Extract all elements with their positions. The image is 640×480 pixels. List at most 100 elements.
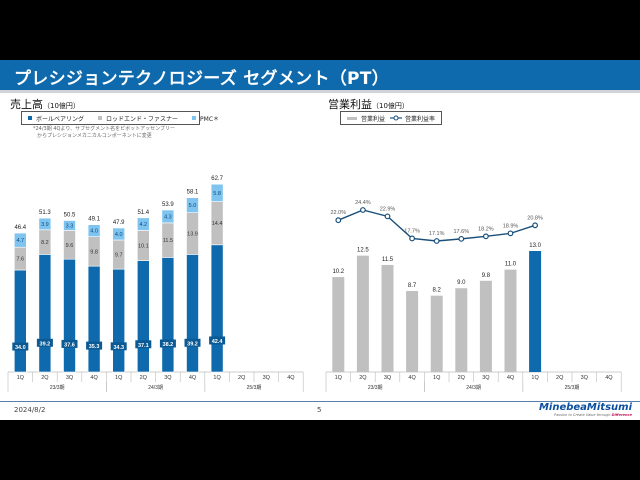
bar-segment xyxy=(38,254,52,373)
total-label: 51.3 xyxy=(39,210,51,216)
x-tick-label: 1Q xyxy=(213,375,221,381)
data-label: 39.2 xyxy=(40,341,51,347)
line-data-label: 17.1% xyxy=(429,231,445,237)
data-label-box xyxy=(36,338,53,347)
data-label: 3.3 xyxy=(66,223,74,229)
data-label: 14.4 xyxy=(212,221,223,227)
x-tick-label: 1Q xyxy=(433,375,441,381)
bar-segment xyxy=(112,268,125,373)
page-title: プレシジョンテクノロジーズ セグメント（PT） xyxy=(14,69,390,89)
data-label-box xyxy=(135,340,152,349)
bar xyxy=(479,280,492,372)
line-point xyxy=(409,235,415,242)
line-data-label: 20.8% xyxy=(527,215,543,221)
total-label: 50.5 xyxy=(64,213,76,219)
line-data-label: 18.2% xyxy=(478,226,494,232)
data-label: 4.0 xyxy=(115,232,123,238)
data-label: 7.6 xyxy=(16,257,24,263)
data-label: 13.9 xyxy=(187,232,198,238)
data-label: 3.9 xyxy=(41,222,49,228)
op-income-legend: 営業利益 営業利益率 xyxy=(340,111,442,125)
x-tick-label: 1Q xyxy=(531,375,539,381)
op-income-unit: （10億円） xyxy=(372,102,409,110)
bar xyxy=(356,255,369,372)
data-label: 9.0 xyxy=(457,280,466,286)
total-label: 46.4 xyxy=(14,225,26,231)
op-income-section-title: 営業利益（10億円） xyxy=(328,96,409,112)
x-tick-label: 2Q xyxy=(140,375,148,381)
data-label: 9.6 xyxy=(66,243,74,249)
bar xyxy=(504,269,517,372)
line-data-label: 22.9% xyxy=(380,206,396,212)
legend-label: ロッドエンド・ファスナー xyxy=(106,115,179,123)
bar-segment xyxy=(186,254,199,373)
sales-legend: ボールベアリング ロッドエンド・ファスナー PMC＊ xyxy=(21,111,219,125)
x-tick-label: 2Q xyxy=(238,375,246,381)
x-tick-label: 1Q xyxy=(335,375,343,381)
line-data-label: 24.4% xyxy=(355,200,371,206)
x-tick-label: 3Q xyxy=(581,375,589,381)
data-label: 35.3 xyxy=(89,344,100,350)
sales-note: *24/3期 4Qより、サブセグメント名をピボットアッセンブリー からプレシジョ… xyxy=(33,126,175,140)
total-label: 62.7 xyxy=(211,176,223,182)
x-tick-label: 3Q xyxy=(384,375,392,381)
total-label: 49.1 xyxy=(88,217,100,223)
line-point xyxy=(433,238,440,244)
x-tick-label: 2Q xyxy=(41,375,49,381)
data-label: 4.0 xyxy=(90,229,98,235)
data-label: 10.2 xyxy=(332,269,344,275)
group-label: 24/3期 xyxy=(466,385,481,391)
tagline-emphasis: Difference xyxy=(611,413,632,417)
note-line: からプレシジョンメカニカルコンポーネントに変更 xyxy=(37,133,152,139)
x-tick-label: 1Q xyxy=(17,375,25,381)
slide: プレシジョンテクノロジーズ セグメント（PT） 売上高（10億円） ボールベアリ… xyxy=(0,60,640,420)
bar xyxy=(430,295,443,372)
group-label: 25/3期 xyxy=(247,385,262,391)
note-line: *24/3期 4Qより、サブセグメント名をピボットアッセンブリー xyxy=(33,126,175,132)
data-label: 13.0 xyxy=(529,243,541,249)
bar xyxy=(406,291,419,372)
total-label: 58.1 xyxy=(187,190,199,196)
data-label: 34.0 xyxy=(15,345,26,351)
bar xyxy=(455,288,468,372)
legend-swatch xyxy=(98,116,103,120)
legend-item-op-income: 営業利益 xyxy=(347,114,385,123)
x-tick-label: 4Q xyxy=(287,375,295,381)
line-point xyxy=(507,230,514,237)
bar xyxy=(332,277,345,372)
op-income-title: 営業利益 xyxy=(328,98,372,111)
group-label: 23/3期 xyxy=(368,385,383,391)
x-tick-label: 2Q xyxy=(458,375,466,381)
legend-label: 営業利益 xyxy=(361,115,386,123)
data-label: 5.8 xyxy=(213,191,221,197)
footer-divider xyxy=(0,401,640,402)
x-tick-label: 4Q xyxy=(408,375,416,381)
x-tick-label: 3Q xyxy=(164,375,172,381)
logo-tagline: Passion to Create Value through Differen… xyxy=(539,413,632,417)
data-label: 38.2 xyxy=(163,342,174,348)
data-label: 5.0 xyxy=(189,203,197,209)
data-label: 12.5 xyxy=(357,248,369,254)
data-label-box xyxy=(61,339,78,348)
line-marker-icon xyxy=(390,115,403,121)
group-label: 23/3期 xyxy=(50,385,65,391)
legend-swatch xyxy=(28,116,32,120)
line-point xyxy=(532,222,539,229)
bar-segment xyxy=(63,258,76,373)
legend-label: PMC＊ xyxy=(200,115,220,123)
line-point xyxy=(384,213,391,220)
bar-segment xyxy=(38,217,52,231)
bar-segment xyxy=(210,183,224,202)
group-label: 25/3期 xyxy=(565,385,580,391)
legend-item-ball-bearing: ボールベアリング xyxy=(28,114,84,123)
legend-swatch xyxy=(192,116,197,120)
x-tick-label: 2Q xyxy=(359,375,367,381)
data-label-box xyxy=(209,336,226,345)
x-tick-label: 3Q xyxy=(263,375,271,381)
line-point xyxy=(360,207,366,213)
x-tick-label: 3Q xyxy=(66,375,74,381)
data-label: 11.5 xyxy=(382,257,394,263)
logo-wordmark: MinebeaMitsumi xyxy=(538,402,632,413)
data-label: 4.3 xyxy=(164,214,172,220)
x-tick-label: 4Q xyxy=(507,375,515,381)
